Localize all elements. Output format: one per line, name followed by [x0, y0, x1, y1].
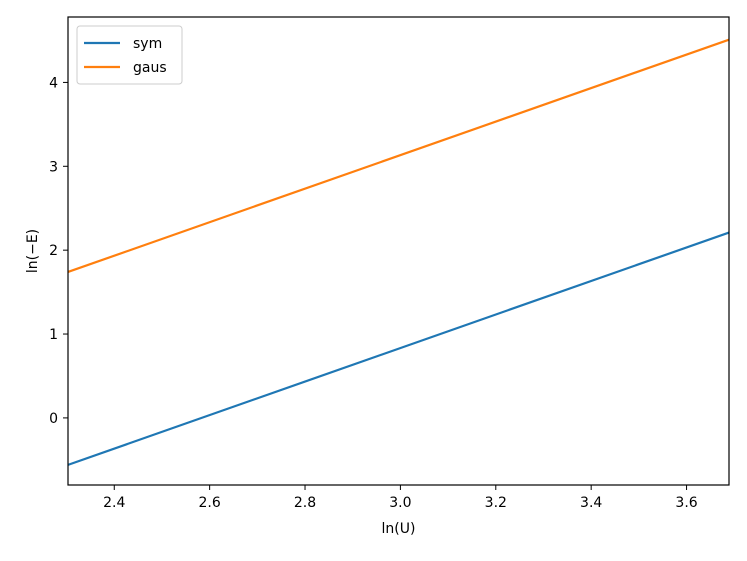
x-tick-label: 3.6 — [675, 495, 697, 511]
x-tick-label: 2.6 — [199, 495, 221, 511]
y-tick-label: 2 — [49, 243, 58, 259]
x-tick-label: 2.8 — [294, 495, 316, 511]
y-tick-label: 0 — [49, 411, 58, 427]
legend: sym gaus — [76, 25, 183, 85]
x-tick-label: 3.2 — [485, 495, 507, 511]
y-tick-label: 3 — [49, 159, 58, 175]
y-tick-label: 4 — [49, 75, 58, 91]
series-line-sym — [68, 231, 729, 467]
x-tick-label: 2.4 — [103, 495, 125, 511]
x-axis: 2.4 2.6 2.8 3.0 3.2 3.4 3.6 — [103, 485, 698, 511]
x-axis-label: ln(U) — [382, 521, 416, 537]
x-tick-label: 3.4 — [580, 495, 602, 511]
series-line-gaus — [68, 38, 729, 274]
legend-label-gaus: gaus — [133, 60, 167, 76]
plot-frame — [67, 16, 730, 486]
series-layer — [68, 38, 729, 467]
y-axis-label: ln(−E) — [25, 229, 41, 273]
legend-label-sym: sym — [133, 36, 162, 52]
y-axis: 0 1 2 3 4 — [49, 75, 68, 427]
legend-box — [76, 25, 183, 85]
x-tick-label: 3.0 — [389, 495, 411, 511]
y-tick-label: 1 — [49, 327, 58, 343]
